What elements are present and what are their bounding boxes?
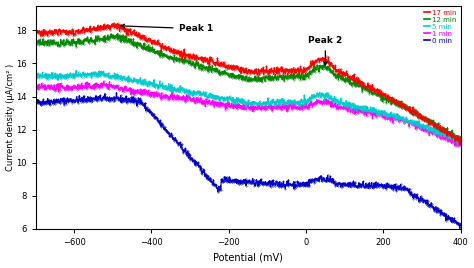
- Text: Peak 2: Peak 2: [308, 36, 343, 65]
- X-axis label: Potential (mV): Potential (mV): [213, 252, 283, 262]
- Text: Peak 1: Peak 1: [121, 24, 213, 33]
- Legend: 17 min, 12 min, 5 min, 1 min, 0 min: 17 min, 12 min, 5 min, 1 min, 0 min: [424, 9, 457, 44]
- Y-axis label: Current density (μA/cm² ): Current density (μA/cm² ): [6, 64, 15, 171]
